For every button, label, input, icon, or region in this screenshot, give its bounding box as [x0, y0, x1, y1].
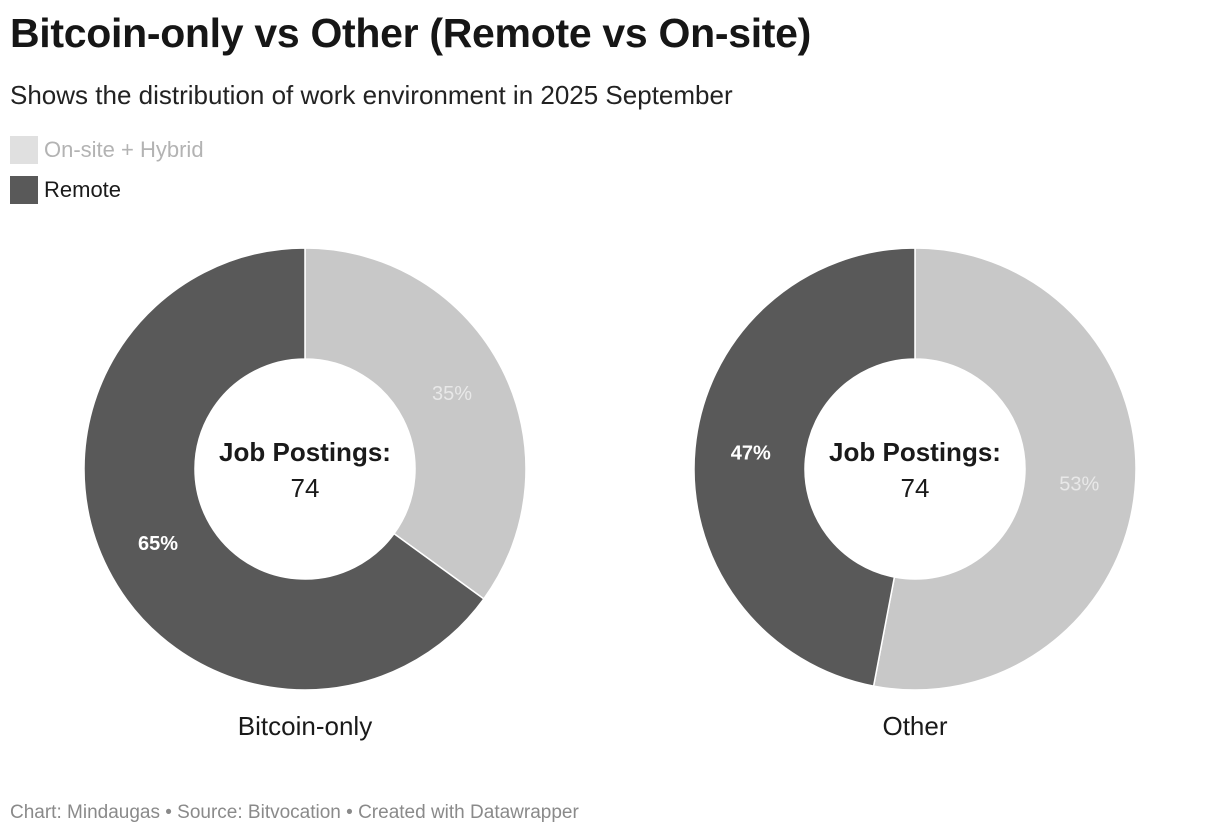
chart-footer: Chart: Mindaugas • Source: Bitvocation •…	[10, 802, 579, 823]
slice-label-bitcoin-only-on-site-hybrid: 35%	[432, 383, 472, 405]
chart-label-bitcoin-only: Bitcoin-only	[238, 711, 372, 741]
legend-item-remote: Remote	[10, 176, 204, 204]
center-value-other: 74	[901, 473, 930, 503]
legend-label-remote: Remote	[44, 177, 122, 202]
chart-subtitle: Shows the distribution of work environme…	[10, 80, 733, 110]
legend-item-onsite-hybrid: On-site + Hybrid	[10, 136, 204, 164]
legend: On-site + Hybrid Remote	[10, 136, 204, 216]
slice-label-other-remote: 47%	[731, 442, 771, 464]
donut-other: 53% 47% Job Postings: 74 Other	[693, 247, 1137, 741]
slice-other-remote	[693, 247, 916, 687]
chart-title: Bitcoin-only vs Other (Remote vs On-site…	[10, 10, 811, 56]
slice-bitcoin-only-on-site-hybrid	[304, 247, 527, 600]
slice-other-on-site-hybrid	[872, 247, 1137, 691]
slice-bitcoin-only-remote	[83, 247, 485, 691]
slice-label-other-on-site-hybrid: 53%	[1059, 474, 1099, 496]
legend-swatch-remote	[10, 176, 38, 204]
center-label-other: Job Postings:	[829, 437, 1001, 467]
donut-bitcoin-only: 35% 65% Job Postings: 74 Bitcoin-only	[83, 247, 527, 741]
slice-label-bitcoin-only-remote: 65%	[138, 533, 178, 555]
center-label-bitcoin-only: Job Postings:	[219, 437, 391, 467]
legend-swatch-onsite-hybrid	[10, 136, 38, 164]
chart-label-other: Other	[882, 711, 947, 741]
legend-label-onsite-hybrid: On-site + Hybrid	[44, 137, 204, 162]
center-value-bitcoin-only: 74	[291, 473, 320, 503]
